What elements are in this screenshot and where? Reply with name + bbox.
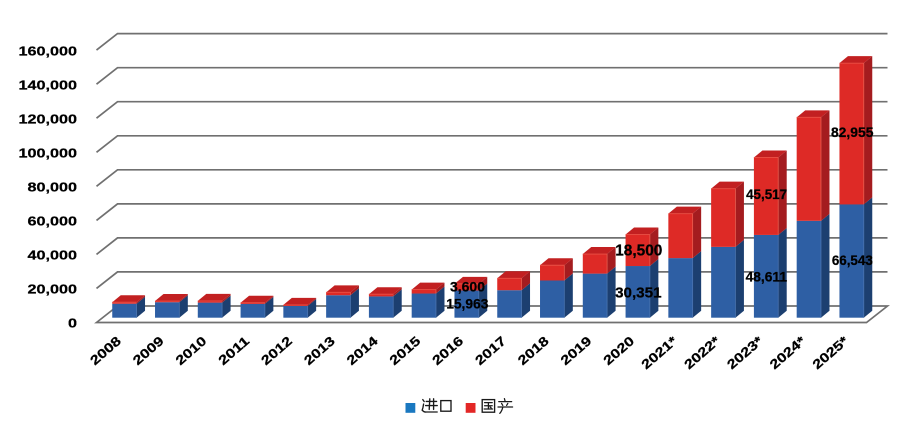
svg-text:20,000: 20,000	[28, 282, 78, 297]
svg-text:48,611: 48,611	[746, 270, 788, 285]
svg-text:80,000: 80,000	[28, 180, 78, 195]
svg-text:160,000: 160,000	[19, 43, 78, 58]
svg-text:82,955: 82,955	[831, 124, 874, 140]
svg-text:30,351: 30,351	[615, 284, 662, 301]
svg-text:0: 0	[68, 316, 77, 331]
svg-text:15,963: 15,963	[446, 297, 489, 312]
svg-text:66,543: 66,543	[832, 253, 873, 268]
svg-text:60,000: 60,000	[28, 214, 78, 229]
svg-text:100,000: 100,000	[19, 146, 78, 161]
svg-text:140,000: 140,000	[19, 77, 78, 92]
svg-text:120,000: 120,000	[19, 111, 78, 126]
svg-text:45,517: 45,517	[746, 187, 787, 202]
svg-text:18,500: 18,500	[615, 243, 662, 260]
svg-text:3,600: 3,600	[450, 279, 485, 295]
svg-text:40,000: 40,000	[28, 248, 78, 263]
